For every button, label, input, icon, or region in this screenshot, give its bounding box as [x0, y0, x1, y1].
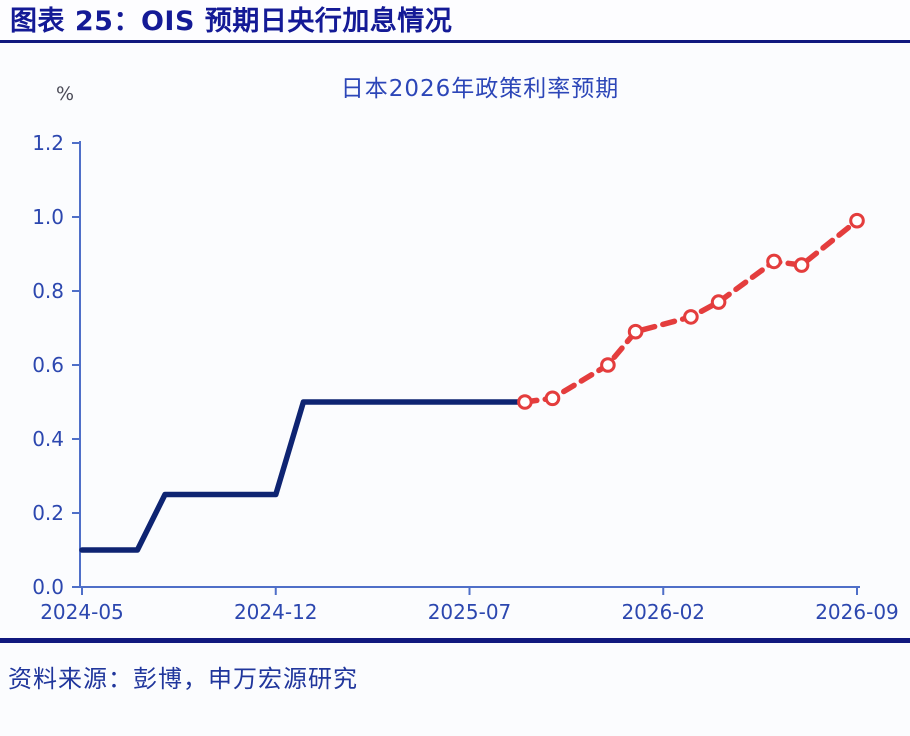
x-tick-label: 2026-09 [815, 600, 899, 624]
forecast-marker [793, 257, 810, 273]
forecast-marker [849, 212, 865, 229]
forecast-marker [544, 390, 561, 407]
y-tick-label: 1.0 [32, 205, 64, 229]
y-tick-label: 0.0 [32, 575, 64, 599]
x-tick-label: 2025-07 [428, 600, 512, 624]
history-line [79, 399, 528, 553]
y-tick-label: 0.2 [32, 501, 64, 525]
forecast-marker [766, 253, 782, 270]
forecast-marker [517, 394, 533, 410]
y-tick-label: 1.2 [32, 131, 64, 155]
figure-header: 图表 25：OIS 预期日央行加息情况 [0, 0, 910, 43]
figure-title: 图表 25：OIS 预期日央行加息情况 [10, 6, 453, 37]
x-tick-label: 2024-05 [40, 600, 124, 624]
y-tick-label: 0.6 [32, 353, 64, 377]
source-note: 资料来源：彭博，申万宏源研究 [8, 665, 358, 693]
chart-area: 日本2026年政策利率预期 % 0.0 0.2 0.4 0.6 0.8 1.0 1.2 202… [0, 43, 910, 638]
divider-rule [0, 638, 910, 643]
chart-title: 日本2026年政策利率预期 [340, 76, 620, 102]
forecast-marker [600, 357, 616, 373]
y-tick-label: 0.4 [32, 427, 64, 451]
y-axis-unit-label: % [56, 83, 75, 105]
forecast-marker [627, 323, 644, 340]
y-tick-label: 0.8 [32, 279, 64, 303]
forecast-marker [683, 309, 699, 325]
x-tick-label: 2026-02 [621, 600, 705, 624]
x-tick-label: 2024-12 [234, 600, 318, 624]
forecast-marker [710, 294, 727, 310]
chart-canvas: 0.0 0.2 0.4 0.6 0.8 1.0 1.2 2024-05 2024-12 2025-… [32, 131, 899, 624]
